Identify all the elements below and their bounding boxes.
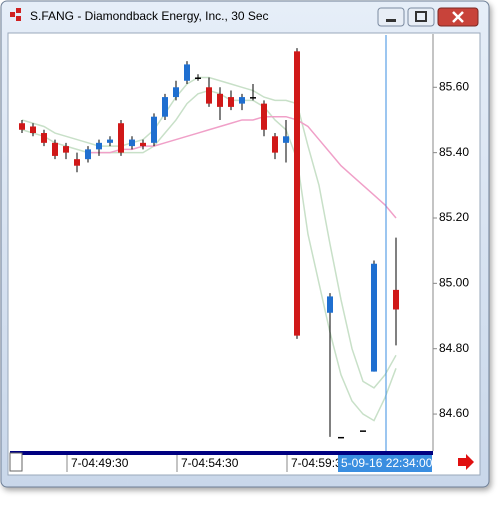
candle-body xyxy=(107,139,113,143)
candle-body xyxy=(206,87,212,104)
time-scrollbar[interactable] xyxy=(10,451,433,455)
cursor-label: 5-09-16 22:34:00 xyxy=(341,456,433,470)
y-tick-label: 85.20 xyxy=(439,210,469,224)
y-tick-label: 84.80 xyxy=(439,341,469,355)
y-tick-label: 85.60 xyxy=(439,79,469,93)
candle-body xyxy=(96,142,102,150)
candle-body xyxy=(393,289,399,310)
candle-body xyxy=(52,142,58,156)
candle-body xyxy=(283,136,289,143)
candle-body xyxy=(19,123,25,130)
close-button[interactable] xyxy=(437,7,479,27)
candle-body xyxy=(85,149,91,160)
y-tick-label: 85.40 xyxy=(439,145,469,159)
candle-body xyxy=(129,139,135,147)
y-tick-label: 85.00 xyxy=(439,276,469,290)
candle-body xyxy=(250,97,256,99)
candle-body xyxy=(74,159,80,166)
minimize-button[interactable] xyxy=(377,7,405,27)
candle-body xyxy=(184,64,190,81)
window-title: S.FANG - Diamondback Energy, Inc., 30 Se… xyxy=(30,9,269,23)
client-area xyxy=(7,32,481,476)
candle-body xyxy=(327,296,333,313)
candle-body xyxy=(173,87,179,98)
candle-body xyxy=(338,436,344,439)
x-tick-label: 7-04:59:3 xyxy=(291,456,342,470)
candle-body xyxy=(30,126,36,134)
candle-body xyxy=(195,77,201,79)
candle-body xyxy=(151,116,157,143)
candle-body xyxy=(360,430,366,432)
candle-body xyxy=(140,142,146,147)
app-icon xyxy=(10,8,21,21)
candle-body xyxy=(63,146,69,153)
scroll-right-arrow[interactable] xyxy=(458,454,474,470)
candle-body xyxy=(239,97,245,104)
candle-body xyxy=(371,263,377,372)
candle-body xyxy=(41,133,47,143)
scroll-handle[interactable] xyxy=(9,452,23,472)
x-tick-label: 7-04:54:30 xyxy=(181,456,239,470)
cursor-label-bg xyxy=(338,455,432,472)
candle-body xyxy=(294,51,300,336)
candle-body xyxy=(118,123,124,153)
candle-body xyxy=(272,136,278,153)
candle-body xyxy=(217,93,223,107)
candle-body xyxy=(261,103,267,130)
x-tick-label: 7-04:49:30 xyxy=(71,456,129,470)
y-tick-label: 84.60 xyxy=(439,406,469,420)
indicator-line xyxy=(88,115,397,219)
candle-body xyxy=(162,97,168,117)
maximize-button[interactable] xyxy=(407,7,435,27)
candle-body xyxy=(228,97,234,107)
